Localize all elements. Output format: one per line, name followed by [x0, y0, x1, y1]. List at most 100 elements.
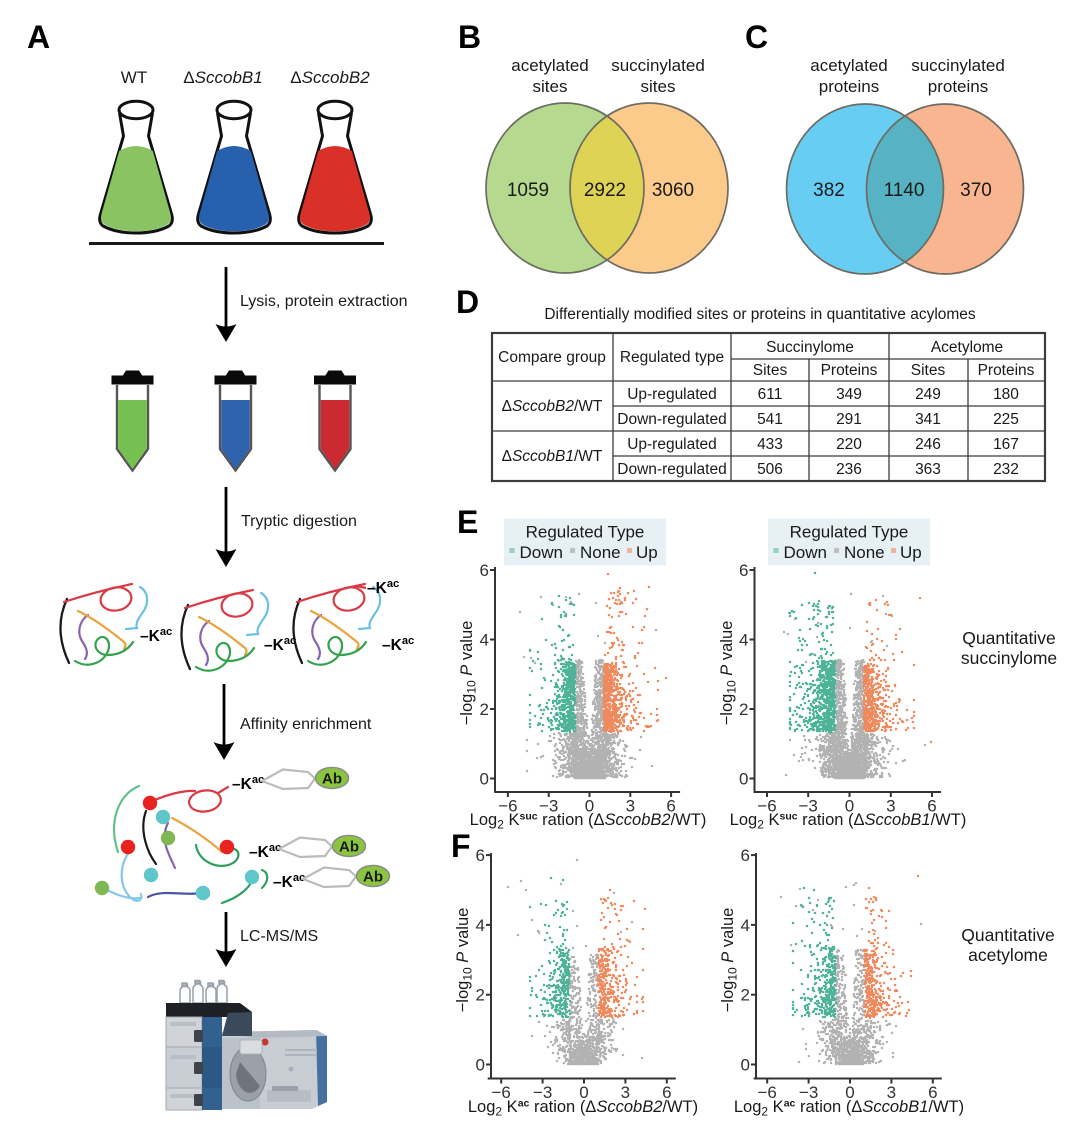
svg-text:1140: 1140 — [884, 180, 925, 201]
svg-text:−log10 P value: −log10 P value — [458, 621, 479, 726]
svg-text:0: 0 — [845, 797, 854, 816]
svg-text:sites: sites — [641, 77, 676, 96]
svg-text:Log2 Kac ration (ΔSccobB1/WT): Log2 Kac ration (ΔSccobB1/WT) — [734, 1098, 964, 1119]
svg-text:ΔSccobB2/WT: ΔSccobB2/WT — [502, 398, 603, 415]
svg-text:236: 236 — [836, 461, 862, 478]
svg-text:2: 2 — [480, 700, 489, 719]
svg-text:Sites: Sites — [911, 362, 946, 379]
svg-text:Regulated Type: Regulated Type — [526, 523, 645, 542]
svg-text:−3: −3 — [799, 1083, 818, 1102]
svg-text:None: None — [580, 543, 621, 562]
svg-text:Regulated type: Regulated type — [620, 349, 724, 366]
svg-text:Up-regulated: Up-regulated — [627, 386, 717, 403]
svg-text:249: 249 — [915, 386, 941, 403]
svg-text:acetylated: acetylated — [511, 56, 589, 75]
svg-text:1059: 1059 — [507, 180, 549, 201]
svg-text:6: 6 — [741, 846, 750, 865]
svg-text:None: None — [844, 543, 885, 562]
svg-text:−6: −6 — [757, 797, 776, 816]
svg-text:−3: −3 — [799, 797, 818, 816]
svg-text:Tryptic digestion: Tryptic digestion — [241, 513, 357, 530]
svg-text:Differentially modified sites: Differentially modified sites or protein… — [544, 306, 976, 323]
svg-text:6: 6 — [739, 561, 748, 580]
svg-text:E: E — [457, 504, 478, 540]
svg-text:D: D — [456, 284, 479, 320]
svg-text:4: 4 — [739, 631, 748, 650]
svg-text:2: 2 — [476, 986, 485, 1005]
svg-text:Down-regulated: Down-regulated — [617, 461, 726, 478]
svg-text:Lysis, protein extraction: Lysis, protein extraction — [240, 293, 407, 310]
svg-text:Proteins: Proteins — [821, 362, 878, 379]
svg-text:succinylome: succinylome — [961, 648, 1057, 668]
svg-text:6: 6 — [662, 1083, 671, 1102]
svg-text:180: 180 — [993, 386, 1019, 403]
svg-text:Up: Up — [636, 543, 658, 562]
svg-text:6: 6 — [927, 797, 936, 816]
svg-text:3060: 3060 — [652, 180, 694, 201]
svg-text:611: 611 — [758, 386, 783, 403]
svg-text:C: C — [745, 19, 768, 55]
svg-text:Down: Down — [784, 543, 827, 562]
svg-text:acetylome: acetylome — [968, 945, 1048, 965]
svg-text:6: 6 — [666, 797, 675, 816]
svg-text:Log2 Ksuc ration (ΔSccobB1/WT): Log2 Ksuc ration (ΔSccobB1/WT) — [730, 811, 967, 832]
svg-text:4: 4 — [741, 916, 750, 935]
svg-text:0: 0 — [845, 1083, 854, 1102]
svg-text:Quantitative: Quantitative — [961, 925, 1054, 945]
svg-text:0: 0 — [741, 1056, 750, 1075]
svg-text:2922: 2922 — [584, 180, 626, 201]
svg-text:sites: sites — [533, 77, 568, 96]
svg-text:Quantitative: Quantitative — [962, 628, 1055, 648]
svg-text:0: 0 — [476, 1056, 485, 1075]
svg-text:Acetylome: Acetylome — [931, 339, 1003, 356]
svg-text:225: 225 — [993, 411, 1019, 428]
svg-text:541: 541 — [757, 411, 783, 428]
svg-text:succinylated: succinylated — [911, 56, 1005, 75]
svg-text:ΔSccobB1/WT: ΔSccobB1/WT — [502, 448, 603, 465]
svg-text:3: 3 — [887, 1083, 896, 1102]
svg-text:B: B — [458, 19, 481, 55]
svg-text:−6: −6 — [498, 797, 517, 816]
svg-text:Ab: Ab — [339, 839, 359, 856]
svg-text:433: 433 — [757, 436, 783, 453]
svg-text:Ab: Ab — [322, 771, 342, 788]
svg-text:291: 291 — [836, 411, 862, 428]
svg-text:220: 220 — [836, 436, 862, 453]
svg-text:Log2 Ksuc ration (ΔSccobB2/WT): Log2 Ksuc ration (ΔSccobB2/WT) — [470, 811, 707, 832]
svg-text:proteins: proteins — [819, 77, 879, 96]
svg-text:341: 341 — [915, 411, 941, 428]
svg-text:363: 363 — [915, 461, 941, 478]
svg-text:246: 246 — [915, 436, 941, 453]
svg-text:232: 232 — [993, 461, 1019, 478]
svg-text:0: 0 — [739, 770, 748, 789]
svg-text:3: 3 — [626, 797, 635, 816]
svg-text:succinylated: succinylated — [611, 56, 705, 75]
svg-text:ΔSccobB1: ΔSccobB1 — [183, 68, 262, 87]
svg-text:Down: Down — [520, 543, 563, 562]
svg-text:−6: −6 — [758, 1083, 777, 1102]
svg-text:F: F — [451, 828, 471, 864]
svg-text:6: 6 — [480, 561, 489, 580]
svg-text:proteins: proteins — [928, 77, 988, 96]
svg-text:Log2 Kac ration (ΔSccobB2/WT): Log2 Kac ration (ΔSccobB2/WT) — [468, 1098, 698, 1119]
svg-text:6: 6 — [928, 1083, 937, 1102]
svg-text:6: 6 — [476, 846, 485, 865]
svg-text:3: 3 — [621, 1083, 630, 1102]
svg-text:370: 370 — [960, 180, 992, 201]
svg-text:−log10 P value: −log10 P value — [718, 621, 739, 726]
svg-text:−6: −6 — [492, 1083, 511, 1102]
svg-text:Sites: Sites — [753, 362, 788, 379]
svg-text:3: 3 — [886, 797, 895, 816]
svg-text:0: 0 — [579, 1083, 588, 1102]
svg-text:LC-MS/MS: LC-MS/MS — [240, 928, 318, 945]
svg-text:Succinylome: Succinylome — [766, 339, 854, 356]
svg-text:Compare group: Compare group — [498, 349, 606, 366]
svg-text:−3: −3 — [533, 1083, 552, 1102]
svg-text:167: 167 — [993, 436, 1019, 453]
svg-text:Up: Up — [900, 543, 922, 562]
svg-text:506: 506 — [757, 461, 783, 478]
svg-text:Affinity enrichment: Affinity enrichment — [240, 716, 372, 733]
svg-text:Ab: Ab — [363, 869, 383, 886]
svg-text:4: 4 — [480, 631, 489, 650]
svg-text:Down-regulated: Down-regulated — [617, 411, 726, 428]
